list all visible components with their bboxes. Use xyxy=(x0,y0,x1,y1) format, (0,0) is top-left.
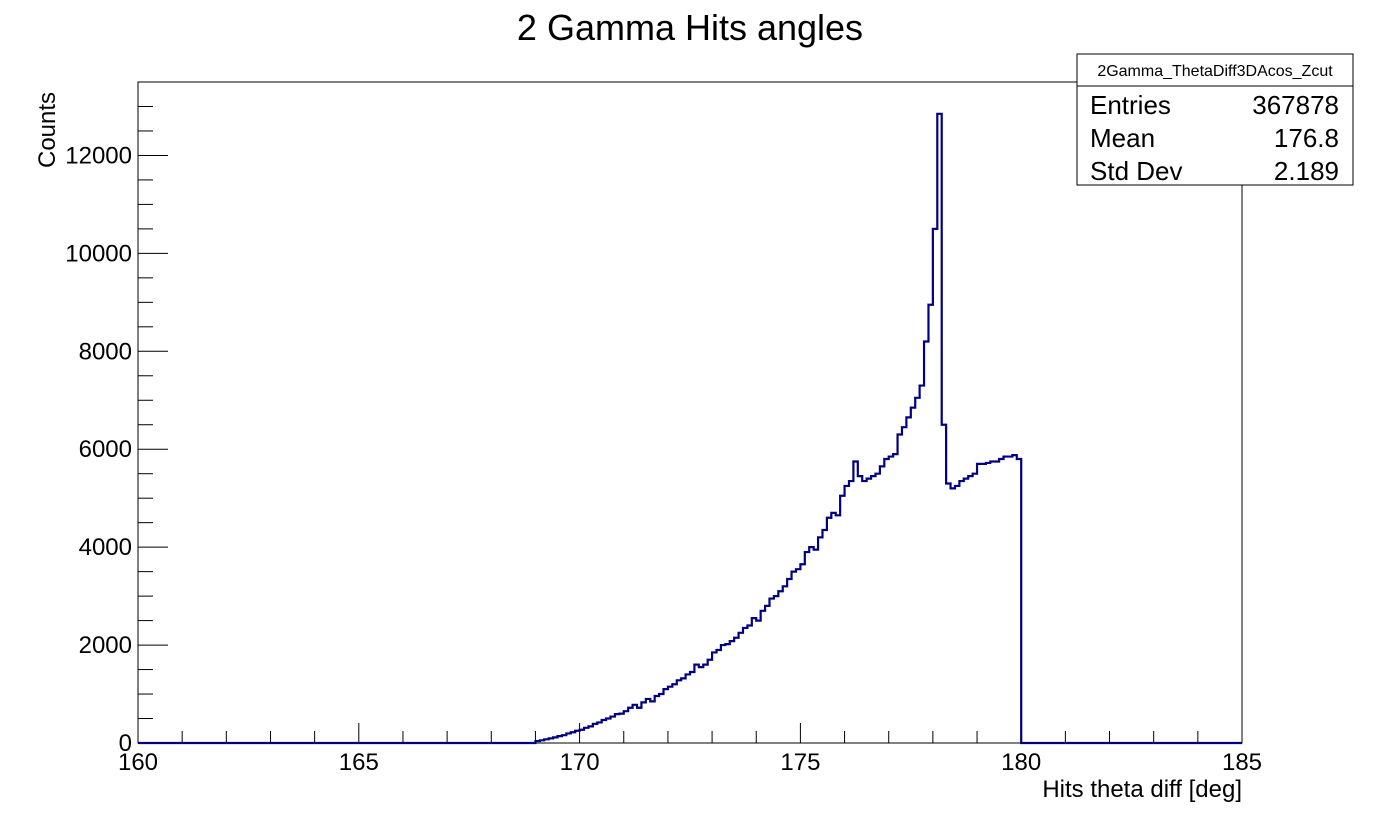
stats-stddev-label: Std Dev xyxy=(1090,156,1183,186)
y-tick-label: 4000 xyxy=(79,534,132,561)
stats-box: 2Gamma_ThetaDiff3DAcos_Zcut Entries 3678… xyxy=(1076,53,1354,186)
y-tick-label: 8000 xyxy=(79,338,132,365)
stats-mean-value: 176.8 xyxy=(1274,123,1339,153)
x-tick-label: 170 xyxy=(560,749,600,776)
x-tick-label: 160 xyxy=(118,749,158,776)
y-axis-title: Counts xyxy=(34,92,61,168)
stats-box-name: 2Gamma_ThetaDiff3DAcos_Zcut xyxy=(1097,63,1333,80)
chart-title: 2 Gamma Hits angles xyxy=(517,7,863,48)
y-tick-label: 10000 xyxy=(65,240,132,267)
x-tick-label: 180 xyxy=(1001,749,1041,776)
x-tick-label: 165 xyxy=(339,749,379,776)
histogram-series-line xyxy=(138,112,1242,745)
x-tick-label: 185 xyxy=(1222,749,1262,776)
stats-stddev-value: 2.189 xyxy=(1274,156,1339,186)
plot-frame xyxy=(137,81,1243,744)
y-tick-label: 0 xyxy=(119,730,132,757)
stats-mean-label: Mean xyxy=(1090,123,1155,153)
y-tick-label: 2000 xyxy=(79,632,132,659)
x-axis-title: Hits theta diff [deg] xyxy=(1042,776,1242,803)
stats-box-frame xyxy=(1076,53,1354,186)
y-tick-label: 6000 xyxy=(79,436,132,463)
y-tick-label: 12000 xyxy=(65,142,132,169)
x-tick-label: 175 xyxy=(780,749,820,776)
stats-entries-label: Entries xyxy=(1090,90,1171,120)
x-axis: 160 165 170 175 180 185 xyxy=(118,723,1262,776)
stats-entries-value: 367878 xyxy=(1252,90,1339,120)
y-axis: 0 2000 4000 6000 8000 10000 12000 xyxy=(65,81,168,757)
